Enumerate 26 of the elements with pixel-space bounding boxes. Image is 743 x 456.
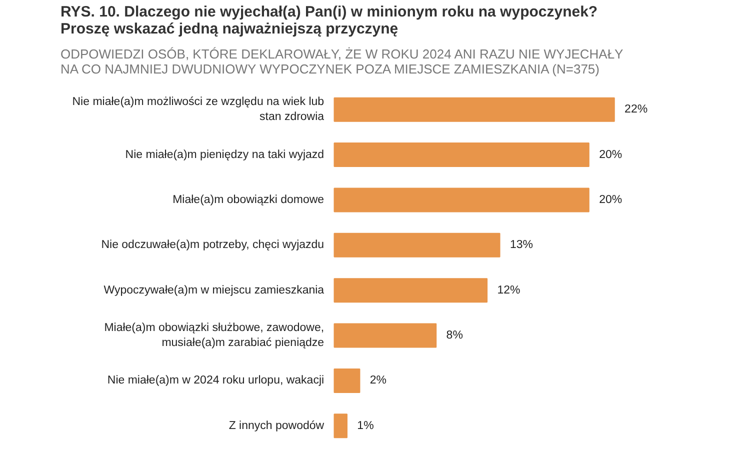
y-tick-label: Nie miałe(a)m pieniędzy na taki wyjazd bbox=[125, 148, 324, 161]
bar bbox=[334, 278, 488, 303]
bar bbox=[334, 188, 590, 212]
bar bbox=[334, 414, 348, 438]
y-tick-label: Wypoczywałe(a)m w miejscu zamieszkania bbox=[104, 284, 325, 296]
data-label: 22% bbox=[624, 104, 648, 116]
y-tick-label: Z innych powodów bbox=[228, 420, 325, 432]
data-label: 1% bbox=[357, 420, 374, 432]
bar bbox=[334, 368, 360, 393]
data-label: 8% bbox=[446, 330, 463, 342]
bar bbox=[334, 323, 437, 348]
y-tick-label: Miałe(a)m obowiązki domowe bbox=[172, 194, 324, 206]
data-label: 12% bbox=[497, 284, 520, 296]
y-tick-label: Nie miałe(a)m możliwości ze względu na wiek lub stan zdrowia bbox=[72, 96, 325, 124]
y-tick-label: Miałe(a)m obowiązki służbowe, zawodowe, musiałe(a)m zarabiać pieniądze bbox=[104, 322, 324, 350]
data-label: 20% bbox=[599, 194, 622, 206]
data-label: 2% bbox=[370, 374, 387, 387]
bar bbox=[334, 97, 615, 122]
data-label: 13% bbox=[510, 239, 533, 252]
y-tick-label: Nie odczuwałe(a)m potrzeby, chęci wyjazdu bbox=[101, 239, 324, 252]
chart-subtitle: ODPOWIEDZI OSÓB, KTÓRE DEKLAROWAŁY, ŻE W ROKU 2024 ANI RAZU NIE WYJECHAŁY NA CO NAJMNIEJ DWUDNIOWY WYPOCZYNEK POZA MIEJSCE ZAMIESZKANIA (N=375) bbox=[60, 46, 624, 76]
chart-title: RYS. 10. Dlaczego nie wyjechał(a) Pan(i) w minionym roku na wypoczynek? Proszę wskazać jedną najważniejszą przyczynę bbox=[60, 4, 598, 38]
bar bbox=[334, 232, 500, 258]
y-tick-label: Nie miałe(a)m w 2024 roku urlopu, wakacji bbox=[107, 374, 324, 387]
bar bbox=[334, 142, 590, 168]
data-label: 20% bbox=[599, 148, 622, 161]
